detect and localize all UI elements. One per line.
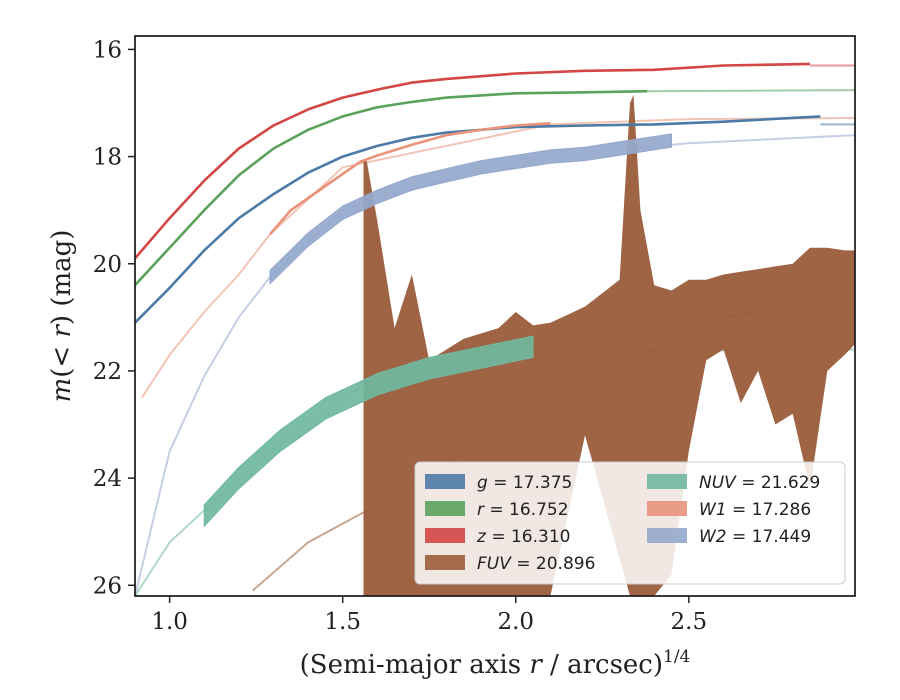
legend-swatch-g <box>425 474 465 489</box>
legend-swatch-z <box>425 528 465 543</box>
legend-label-r: r = 16.752 <box>477 500 569 520</box>
legend: g = 17.375 r = 16.752 z = 16.310 FUV = 20.8… <box>414 461 846 585</box>
plot-frame <box>134 35 856 597</box>
y-tick-label-1: 18 <box>93 145 122 171</box>
legend-swatch-W2 <box>647 528 687 543</box>
x-tick-label-1: 1.5 <box>324 609 361 635</box>
legend-swatch-r <box>425 501 465 516</box>
x-tick-label-0: 1.0 <box>151 609 188 635</box>
y-tick-label-3: 22 <box>93 359 122 385</box>
legend-swatch-FUV <box>425 555 465 570</box>
y-tick-label-0: 16 <box>93 37 122 63</box>
y-tick-label-5: 26 <box>93 573 122 599</box>
legend-swatch-W1 <box>647 501 687 516</box>
legend-box <box>414 461 846 585</box>
legend-swatch-NUV <box>647 474 687 489</box>
series-r-profile <box>135 89 648 287</box>
series-g-profile <box>135 115 821 324</box>
y-tick-label-4: 24 <box>93 466 122 492</box>
x-tick-label-3: 2.5 <box>671 609 708 635</box>
series-NUV-profile <box>203 335 534 528</box>
legend-label-W2: W2 = 17.449 <box>699 527 811 547</box>
y-tick-label-2: 20 <box>93 252 122 278</box>
series-r-extrapolation <box>647 89 855 93</box>
legend-label-g: g = 17.375 <box>477 473 572 493</box>
legend-label-NUV: NUV = 21.629 <box>699 473 820 493</box>
legend-label-z: z = 16.310 <box>476 527 570 547</box>
series-W2-profile <box>269 133 672 285</box>
legend-label-W1: W1 = 17.286 <box>699 500 811 520</box>
axis-ticks: 1.0 1.5 2.0 2.5 16 18 20 22 24 26 <box>93 37 707 635</box>
series-z-profile <box>135 62 811 260</box>
series-W1-profile <box>269 122 551 236</box>
y-axis-label: m(< r) (mag) <box>47 230 77 403</box>
legend-label-FUV: FUV = 20.896 <box>477 554 595 574</box>
x-axis-label: (Semi-major axis r / arcsec)1/4 <box>300 647 691 680</box>
x-tick-label-2: 2.0 <box>497 609 534 635</box>
